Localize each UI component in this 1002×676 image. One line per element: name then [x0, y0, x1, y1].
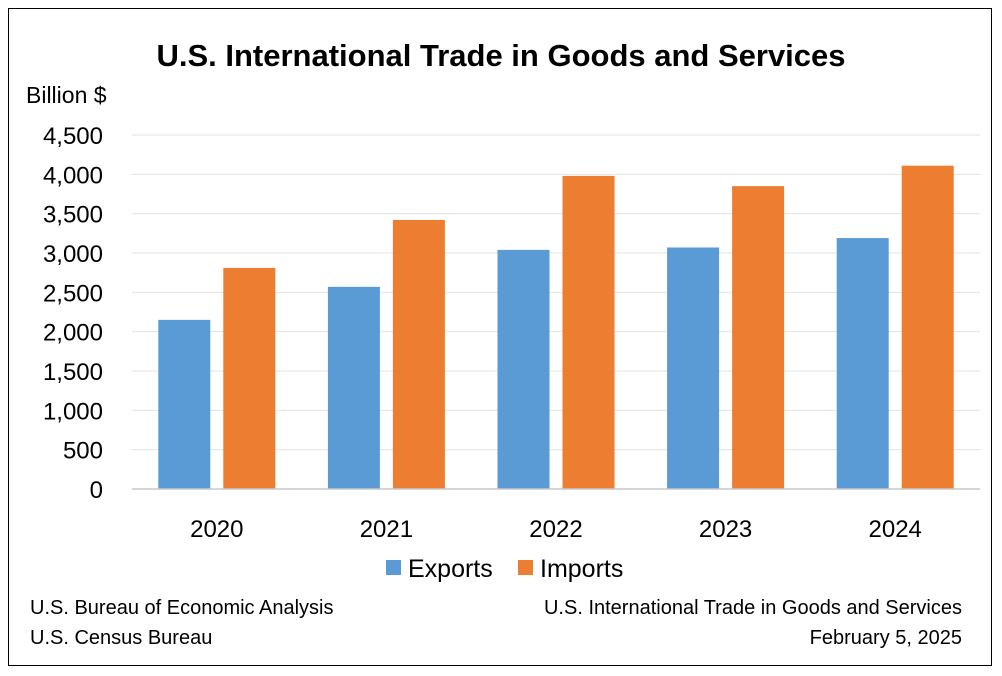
y-axis-unit-label: Billion $	[26, 82, 107, 108]
y-tick-label: 500	[63, 438, 103, 465]
y-tick-label: 2,500	[43, 280, 103, 307]
x-tick-label: 2023	[699, 516, 752, 543]
bar-exports-2020	[158, 319, 211, 489]
footer-release-date: February 5, 2025	[809, 627, 962, 649]
legend-label-imports: Imports	[540, 555, 623, 583]
x-axis-ticks: 2020 2021 2022 2023 2024	[190, 516, 922, 543]
bar-imports-2020	[223, 267, 276, 489]
footer-release-title: U.S. International Trade in Goods and Se…	[543, 597, 962, 619]
y-tick-label: 2,000	[43, 320, 103, 347]
bar-exports-2023	[667, 247, 720, 489]
footer-release: U.S. International Trade in Goods and Se…	[544, 593, 962, 653]
bar-exports-2024	[836, 238, 889, 489]
bar-imports-2023	[732, 186, 785, 489]
legend: Exports Imports	[386, 555, 623, 583]
y-tick-label: 3,500	[43, 202, 103, 229]
legend-swatch-imports	[518, 560, 533, 575]
x-tick-label: 2021	[360, 516, 413, 543]
footer-sources: U.S. Bureau of Economic Analysis U.S. Ce…	[30, 593, 333, 653]
x-tick-label: 2020	[190, 516, 243, 543]
x-tick-label: 2024	[869, 516, 922, 543]
y-tick-label: 1,500	[43, 359, 103, 386]
footer-source-census: U.S. Census Bureau	[30, 627, 213, 649]
x-tick-label: 2022	[529, 516, 582, 543]
y-tick-label: 0	[90, 477, 103, 504]
bar-imports-2021	[392, 219, 445, 489]
legend-swatch-exports	[386, 560, 401, 575]
bars	[158, 165, 954, 489]
bar-exports-2022	[497, 249, 550, 489]
y-axis-ticks: 0 500 1,000 1,500 2,000 2,500 3,000 3,500 4,000 4…	[43, 123, 103, 504]
footer-source-bea: U.S. Bureau of Economic Analysis	[30, 597, 334, 619]
chart-title: U.S. International Trade in Goods and Se…	[156, 38, 845, 73]
bar-imports-2024	[901, 165, 954, 489]
y-tick-label: 3,000	[43, 241, 103, 268]
legend-label-exports: Exports	[408, 555, 493, 583]
y-tick-label: 1,000	[43, 398, 103, 425]
y-tick-label: 4,500	[43, 123, 103, 150]
bar-imports-2022	[562, 175, 615, 489]
bar-exports-2021	[327, 286, 380, 489]
y-tick-label: 4,000	[43, 162, 103, 189]
